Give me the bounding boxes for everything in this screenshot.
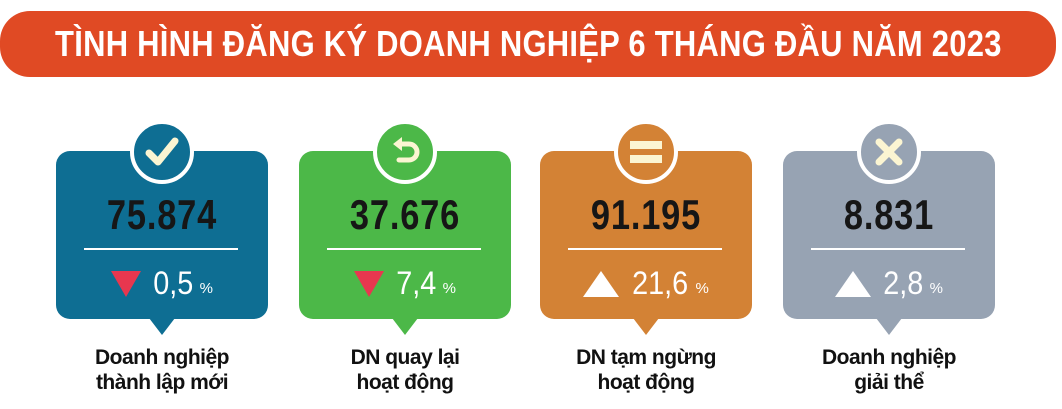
label-line: Doanh nghiệp xyxy=(822,346,957,369)
down-triangle-icon xyxy=(354,270,385,297)
label-line: giải thể xyxy=(854,371,924,394)
page-title: TÌNH HÌNH ĐĂNG KÝ DOANH NGHIỆP 6 THÁNG Đ… xyxy=(54,23,1002,64)
up-triangle-icon xyxy=(583,270,620,297)
callout-pointer xyxy=(633,318,659,335)
change-value: 21,6 xyxy=(632,265,689,301)
stat-value: 8.831 xyxy=(843,191,935,238)
card-label: Doanh nghiệp thành lập mới xyxy=(56,345,268,395)
down-triangle-icon xyxy=(111,270,142,297)
change-row: 7,4 % xyxy=(299,265,511,302)
divider xyxy=(327,248,481,250)
check-icon xyxy=(130,120,194,184)
callout-pointer xyxy=(149,318,175,335)
change-value: 0,5 xyxy=(153,265,194,301)
title-banner: TÌNH HÌNH ĐĂNG KÝ DOANH NGHIỆP 6 THÁNG Đ… xyxy=(0,11,1056,77)
label-line: hoạt động xyxy=(356,371,454,394)
label-line: thành lập mới xyxy=(95,371,229,394)
percent-unit: % xyxy=(695,280,709,297)
change-value: 7,4 xyxy=(396,265,437,301)
card-new-businesses: 75.874 0,5 % xyxy=(56,120,268,335)
label-line: Doanh nghiệp xyxy=(95,346,230,369)
label-line: DN tạm ngừng xyxy=(576,346,716,369)
card-label: DN quay lại hoạt động xyxy=(299,345,511,395)
change-row: 0,5 % xyxy=(56,265,268,302)
stat-value: 75.874 xyxy=(106,191,218,238)
callout-pointer xyxy=(392,318,418,335)
up-triangle-icon xyxy=(835,270,872,297)
callout-pointer xyxy=(876,318,902,335)
stat-value: 91.195 xyxy=(590,191,702,238)
stat-value: 37.676 xyxy=(349,191,461,238)
card-suspended-businesses: 91.195 21,6 % xyxy=(540,120,752,335)
pause-equals-icon xyxy=(614,120,678,184)
card-label: Doanh nghiệp giải thể xyxy=(783,345,995,395)
return-arrow-icon xyxy=(373,120,437,184)
percent-unit: % xyxy=(199,280,213,297)
change-row: 21,6 % xyxy=(540,265,752,302)
card-label: DN tạm ngừng hoạt động xyxy=(540,345,752,395)
close-x-icon xyxy=(857,120,921,184)
divider xyxy=(84,248,238,250)
divider xyxy=(811,248,965,250)
divider xyxy=(568,248,722,250)
percent-unit: % xyxy=(929,280,943,297)
card-resumed-businesses: 37.676 7,4 % xyxy=(299,120,511,335)
percent-unit: % xyxy=(442,280,456,297)
label-line: hoạt động xyxy=(597,371,695,394)
card-dissolved-businesses: 8.831 2,8 % xyxy=(783,120,995,335)
change-value: 2,8 xyxy=(883,265,924,301)
label-line: DN quay lại xyxy=(350,346,460,369)
change-row: 2,8 % xyxy=(783,265,995,302)
